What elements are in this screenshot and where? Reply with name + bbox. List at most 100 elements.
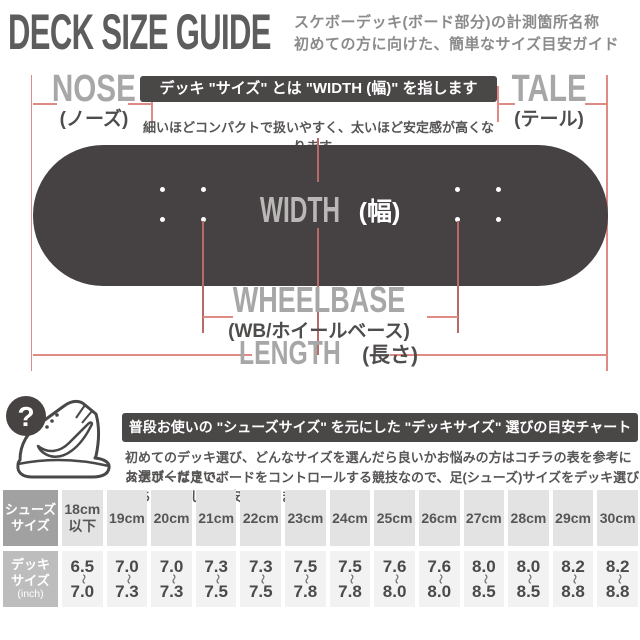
page-title: DECK SIZE GUIDE	[8, 4, 271, 60]
range-separator: 〜	[121, 574, 133, 584]
range-separator: 〜	[211, 574, 223, 584]
tale-label-en: TALE	[511, 68, 587, 110]
length-label: LENGTH (長さ)	[170, 336, 470, 369]
deck-size-max: 8.0	[427, 582, 452, 601]
width-label-en: WIDTH	[259, 189, 340, 230]
nose-bracket-line	[128, 103, 152, 105]
range-separator: 〜	[523, 574, 535, 584]
deck-size-min: 8.0	[472, 557, 496, 576]
sneaker-sole-line	[17, 458, 110, 468]
truck-bolt-dot	[200, 216, 206, 222]
wheelbase-label-en: WHEELBASE	[232, 279, 406, 320]
length-bracket-line	[33, 354, 252, 356]
wheelbase-label: WHEELBASE (WB/ホイールベース)	[168, 279, 470, 343]
deck-size-row-header: デッキ サイズ (inch)	[3, 551, 58, 607]
shoe-size-cell: 20cm	[151, 490, 192, 546]
length-guide-line-left	[30, 75, 32, 371]
subtitle-line-1: スケボーデッキ(ボード部分)の計測箇所名称	[294, 14, 600, 31]
shoe-size-cell: 24cm	[329, 490, 371, 546]
deck-size-min: 7.0	[115, 557, 139, 576]
deck-size-row-header-label: デッキ サイズ	[10, 557, 50, 588]
length-label-ja: (長さ)	[362, 344, 419, 367]
size-chart-note-1: 初めてのデッキ選び、どんなサイズを選んだら良いかお悩みの方はコチラの表を参考にお…	[125, 450, 632, 484]
deck-size-min: 6.5	[70, 557, 95, 576]
lace-dot	[55, 413, 59, 417]
deck-size-cell: 7.5 〜 7.8	[329, 551, 371, 607]
nose-label: NOSE (ノーズ)	[36, 68, 152, 130]
range-separator: 〜	[434, 574, 446, 584]
question-mark: ?	[17, 401, 34, 432]
nose-label-ja: (ノーズ)	[59, 109, 129, 130]
shoe-size-row-header: シューズ サイズ	[3, 490, 58, 546]
truck-bolt-dot	[495, 216, 501, 222]
wheelbase-bracket-line	[203, 316, 233, 318]
shoe-size-cell: 18cm 以下	[62, 490, 103, 546]
deck-size-cell: 7.3 〜 7.5	[240, 551, 282, 607]
deck-size-min: 7.6	[382, 557, 407, 576]
deck-size-max: 8.8	[561, 582, 585, 601]
deck-size-cell: 7.5 〜 7.8	[285, 551, 326, 607]
tale-bracket-line	[585, 103, 607, 105]
deck-size-min: 8.2	[605, 557, 630, 576]
deck-size-row-header-unit: (inch)	[17, 588, 44, 601]
shoe-size-cell: 19cm	[106, 490, 148, 546]
deck-size-min: 7.0	[159, 557, 184, 576]
width-callout-box: デッキ "サイズ" とは "WIDTH (幅)" を指します	[140, 76, 497, 102]
deck-size-min: 7.6	[427, 557, 452, 576]
shoe-size-cell: 21cm	[195, 490, 237, 546]
deck-size-max: 7.0	[70, 582, 95, 601]
deck-size-min: 7.3	[204, 557, 228, 576]
shoe-size-cell: 26cm	[418, 490, 460, 546]
size-chart-heading-text: 普段お使いの "シューズサイズ" を元にした "デッキサイズ" 選びの目安チャー…	[128, 419, 632, 435]
tale-label-ja: (テール)	[514, 109, 584, 130]
nose-bracket-line	[33, 103, 57, 105]
deck-size-max: 7.3	[159, 582, 184, 601]
deck-size-min: 8.0	[516, 557, 541, 576]
deck-size-cell: 8.2 〜 8.8	[597, 551, 638, 607]
shoe-size-cell: 28cm	[508, 490, 549, 546]
wheelbase-tick-left	[202, 221, 204, 333]
range-separator: 〜	[166, 574, 178, 584]
truck-bolt-dot	[495, 186, 501, 192]
question-circle	[6, 396, 46, 436]
page-subtitle: スケボーデッキ(ボード部分)の計測箇所名称 初めての方に向けた、簡単なサイズ目安…	[294, 12, 638, 56]
nose-bracket-tick	[151, 86, 153, 122]
deck-size-max: 8.0	[382, 582, 407, 601]
deck-size-min: 8.2	[561, 557, 585, 576]
tale-bracket-tick	[497, 86, 499, 122]
wheelbase-bracket-line	[427, 316, 458, 318]
lace-dot	[45, 425, 49, 429]
truck-bolt-dot	[159, 216, 165, 222]
shoe-size-cell: 23cm	[285, 490, 326, 546]
width-label-ja: (幅)	[358, 198, 401, 226]
deck-size-max: 7.5	[204, 582, 228, 601]
sneaker-outline	[16, 399, 111, 479]
shoe-size-cell: 25cm	[374, 490, 415, 546]
deck-size-max: 8.5	[516, 582, 541, 601]
center-guide-line	[317, 228, 319, 355]
nose-label-en: NOSE	[51, 68, 136, 110]
range-separator: 〜	[389, 574, 401, 584]
tale-bracket-line	[498, 103, 515, 105]
range-separator: 〜	[300, 574, 312, 584]
range-separator: 〜	[344, 574, 356, 584]
shoe-size-cell: 22cm	[240, 490, 282, 546]
deck-size-max: 8.8	[605, 582, 630, 601]
deck-size-max: 7.5	[248, 582, 273, 601]
wheelbase-label-ja: (WB/ホイールベース)	[228, 321, 410, 342]
range-separator: 〜	[77, 574, 89, 584]
deck-size-cell: 6.5 〜 7.0	[62, 551, 103, 607]
deck-size-cell: 8.2 〜 8.8	[552, 551, 594, 607]
truck-bolt-dot	[200, 186, 206, 192]
deck-size-cell: 7.6 〜 8.0	[418, 551, 460, 607]
deck-size-max: 8.5	[472, 582, 496, 601]
range-separator: 〜	[612, 574, 624, 584]
subtitle-line-2: 初めての方に向けた、簡単なサイズ目安ガイド	[294, 36, 620, 53]
deck-size-max: 7.3	[115, 582, 139, 601]
deck-size-min: 7.5	[293, 557, 318, 576]
length-bracket-line	[390, 354, 607, 356]
deck-size-cell: 8.0 〜 8.5	[508, 551, 549, 607]
range-separator: 〜	[568, 574, 580, 584]
deck-size-cell: 7.3 〜 7.5	[195, 551, 237, 607]
